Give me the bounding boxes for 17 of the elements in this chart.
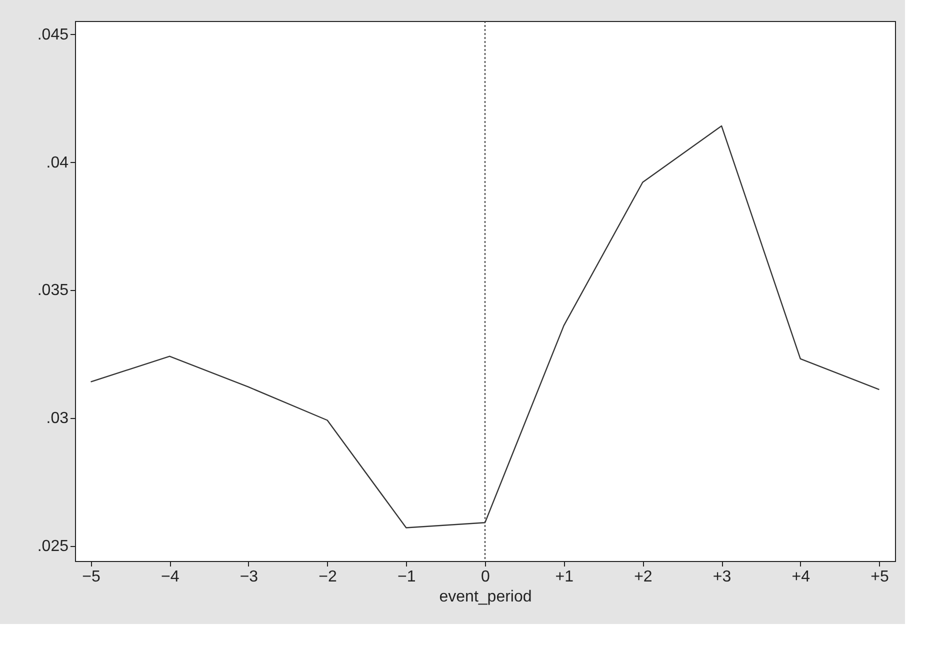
x-tick-label: −1 bbox=[398, 568, 416, 586]
x-tick-label: 0 bbox=[481, 568, 490, 586]
y-tick-label: .035 bbox=[37, 282, 69, 300]
x-tick-label: +1 bbox=[555, 568, 574, 586]
y-tick-label: .03 bbox=[46, 410, 69, 428]
x-tick-label: −2 bbox=[318, 568, 338, 586]
x-tick-label: −3 bbox=[240, 568, 258, 586]
x-tick-label: +2 bbox=[634, 568, 652, 586]
x-tick-label: +3 bbox=[712, 568, 732, 586]
y-tick-label: .025 bbox=[37, 538, 69, 556]
y-tick-label: .045 bbox=[37, 26, 69, 44]
x-tick-label: +5 bbox=[870, 568, 889, 586]
y-tick-label: .04 bbox=[46, 154, 69, 172]
x-tick-label: +4 bbox=[792, 568, 810, 586]
x-tick-label: −5 bbox=[82, 568, 100, 586]
x-tick-label: −4 bbox=[160, 568, 180, 586]
x-axis-title: event_period bbox=[439, 588, 532, 606]
